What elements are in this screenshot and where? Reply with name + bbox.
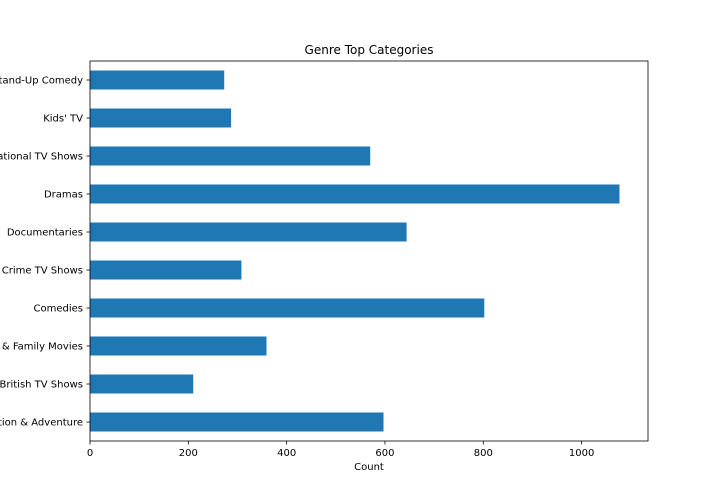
x-tick-label: 400: [277, 448, 296, 459]
x-tick-label: 0: [87, 448, 93, 459]
bar: [90, 298, 485, 318]
y-tick-label: Stand-Up Comedy: [0, 76, 83, 87]
bar: [90, 222, 407, 242]
bar: [90, 412, 384, 432]
bar: [90, 108, 232, 128]
y-tick-label: British TV Shows: [0, 380, 83, 391]
y-tick-label: Comedies: [34, 304, 83, 315]
x-axis: 0 200 400 600 800 1000: [87, 441, 594, 459]
bar: [90, 374, 194, 394]
bar: [90, 184, 620, 204]
bar: [90, 336, 267, 356]
y-tick-label: Children & Family Movies: [0, 342, 83, 353]
chart-title: Genre Top Categories: [305, 43, 434, 57]
bar: [90, 70, 225, 90]
y-axis: Stand-Up Comedy Kids' TV International TV …: [0, 76, 90, 429]
x-tick-label: 600: [375, 448, 394, 459]
x-tick-label: 200: [179, 448, 198, 459]
y-tick-label: International TV Shows: [0, 152, 83, 163]
bar: [90, 146, 371, 166]
x-tick-label: 1000: [569, 448, 594, 459]
x-axis-label: Count: [354, 462, 384, 473]
y-tick-label: Kids' TV: [43, 114, 83, 125]
y-tick-label: Crime TV Shows: [2, 266, 83, 277]
y-tick-label: Dramas: [44, 190, 83, 201]
x-tick-label: 800: [474, 448, 493, 459]
bar: [90, 260, 242, 280]
bar-group: [90, 70, 620, 432]
y-tick-label: Action & Adventure: [0, 418, 83, 429]
plot-frame: [89, 60, 649, 442]
y-tick-label: Documentaries: [7, 228, 83, 239]
